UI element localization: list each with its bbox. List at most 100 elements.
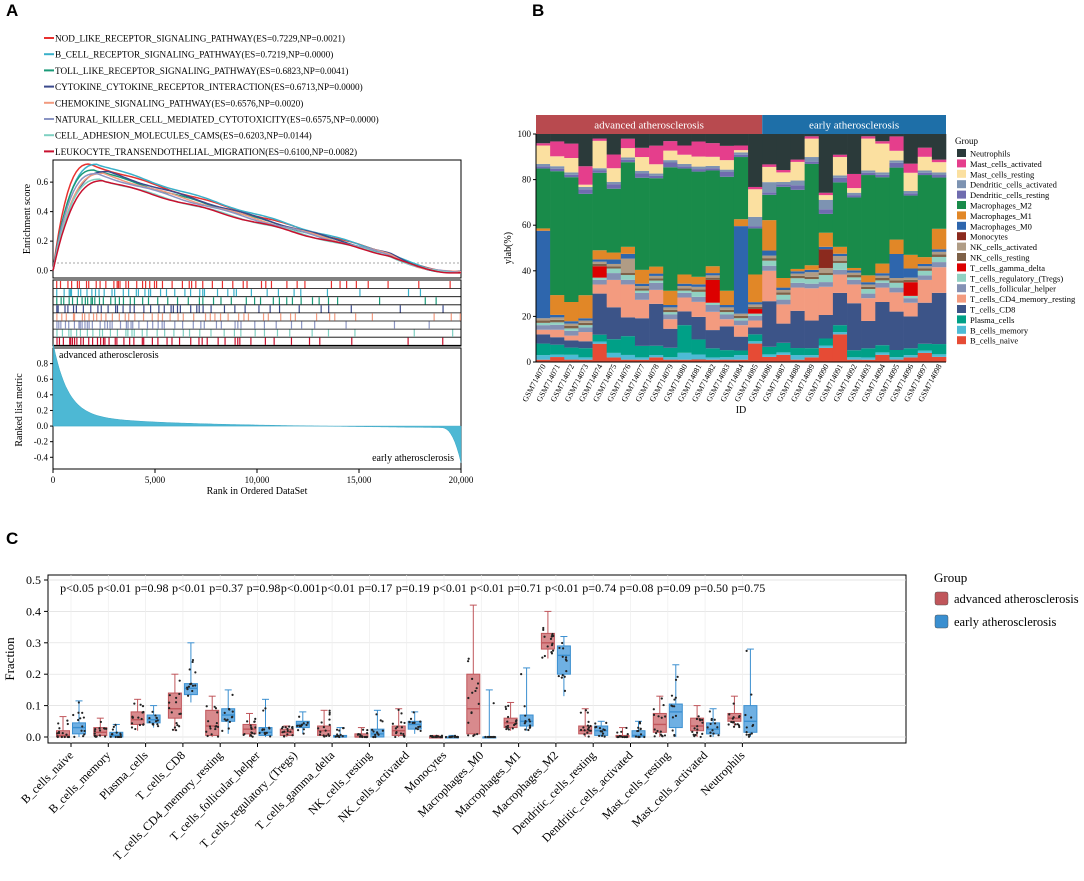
stacked-segment	[875, 275, 890, 278]
boxplot-point	[174, 701, 178, 704]
stacked-segment	[917, 352, 933, 362]
boxplot	[615, 726, 630, 739]
boxplot-point	[440, 735, 444, 739]
boxplot-point	[586, 724, 590, 727]
boxplot-point	[745, 730, 748, 734]
boxplot-point	[317, 727, 320, 730]
stacked-segment	[889, 287, 904, 293]
pvalue-label: p=0.37	[209, 581, 243, 595]
boxplot-point	[709, 731, 712, 734]
stacked-segment	[578, 318, 593, 321]
stacked-segment	[663, 312, 678, 315]
boxplot	[146, 705, 161, 728]
stacked-segment	[917, 156, 933, 171]
boxplot-point	[231, 715, 234, 718]
stacked-segment	[804, 272, 820, 277]
stacked-segment	[550, 324, 565, 330]
boxplot-y-tick-label: 0.3	[26, 636, 41, 650]
stacked-segment	[804, 163, 820, 266]
stacked-segment	[719, 307, 735, 310]
boxplot-y-tick-label: 0.1	[26, 699, 41, 713]
stacked-segment	[931, 159, 947, 163]
boxplot-point	[156, 719, 159, 722]
boxplot-point	[227, 727, 230, 730]
stacked-segment	[748, 309, 763, 314]
stacked-segment	[776, 278, 791, 288]
composition-legend-swatch	[957, 325, 966, 334]
boxplot-point	[258, 731, 261, 735]
stacked-segment	[903, 254, 919, 269]
composition-legend-label: B_cells_memory	[970, 325, 1029, 335]
boxplot-point	[563, 689, 567, 693]
es-curve	[52, 172, 462, 273]
stacked-segment	[903, 163, 919, 173]
boxplot-point	[372, 730, 375, 733]
stacked-segment	[649, 178, 664, 267]
stacked-segment	[861, 320, 876, 349]
boxplot-point	[391, 722, 394, 725]
stacked-segment	[804, 161, 820, 164]
stacked-segment	[903, 282, 919, 296]
stacked-segment	[847, 267, 862, 271]
stacked-segment	[931, 251, 947, 255]
boxplot	[706, 708, 721, 738]
stacked-segment	[606, 252, 622, 260]
boxplot-box	[519, 714, 534, 727]
boxplot-point	[636, 729, 639, 733]
boxplot-legend-title: Group	[934, 570, 967, 585]
stacked-segment	[677, 325, 692, 353]
stacked-segment	[762, 346, 777, 355]
boxplot-point	[638, 720, 641, 724]
stacked-segment	[875, 302, 890, 346]
boxplot-point	[504, 707, 508, 711]
boxplot-point	[551, 649, 555, 652]
boxplot-point	[587, 720, 590, 724]
stacked-segment	[861, 275, 876, 283]
stacked-segment	[790, 180, 805, 186]
stacked-segment	[847, 192, 862, 196]
boxplot	[279, 725, 294, 738]
stacked-segment	[889, 134, 904, 137]
boxplot-point	[400, 712, 403, 715]
stacked-segment	[847, 195, 862, 198]
boxplot-point	[93, 734, 97, 737]
stacked-segment	[620, 162, 636, 247]
stacked-segment	[564, 330, 579, 336]
stacked-segment	[677, 274, 692, 284]
boxplot-point	[186, 686, 189, 689]
boxplot-point	[263, 728, 266, 731]
boxplot-point	[328, 709, 331, 712]
boxplot-point	[552, 634, 555, 638]
stacked-segment	[875, 282, 890, 288]
stacked-segment	[536, 359, 551, 362]
boxplot-point	[371, 728, 374, 731]
stacked-segment	[818, 314, 834, 339]
stacked-segment	[847, 270, 862, 273]
boxplot	[391, 708, 406, 739]
boxplot	[444, 734, 460, 739]
composition-legend-swatch	[957, 159, 966, 168]
stacked-segment	[620, 359, 636, 362]
stacked-segment	[903, 172, 919, 191]
stacked-segment	[578, 166, 593, 185]
boxplot-box	[652, 712, 667, 733]
stacked-segment	[649, 266, 664, 274]
stacked-segment	[903, 191, 919, 194]
stacked-segment	[620, 317, 636, 337]
stacked-segment	[931, 174, 947, 178]
stacked-segment	[719, 160, 735, 170]
boxplot-point	[565, 659, 568, 662]
stacked-segment	[634, 299, 650, 319]
boxplot-point	[111, 733, 114, 736]
stacked-segment	[606, 181, 622, 185]
stacked-segment	[592, 170, 607, 173]
boxplot-point	[328, 713, 331, 716]
composition-legend-swatch	[957, 169, 966, 178]
boxplot-point	[565, 670, 568, 673]
boxplot-point	[57, 730, 61, 734]
stacked-segment	[719, 319, 735, 327]
stacked-segment	[762, 250, 777, 256]
boxplot-point	[744, 713, 747, 717]
stacked-segment	[606, 134, 622, 155]
boxplot-point	[523, 705, 526, 708]
